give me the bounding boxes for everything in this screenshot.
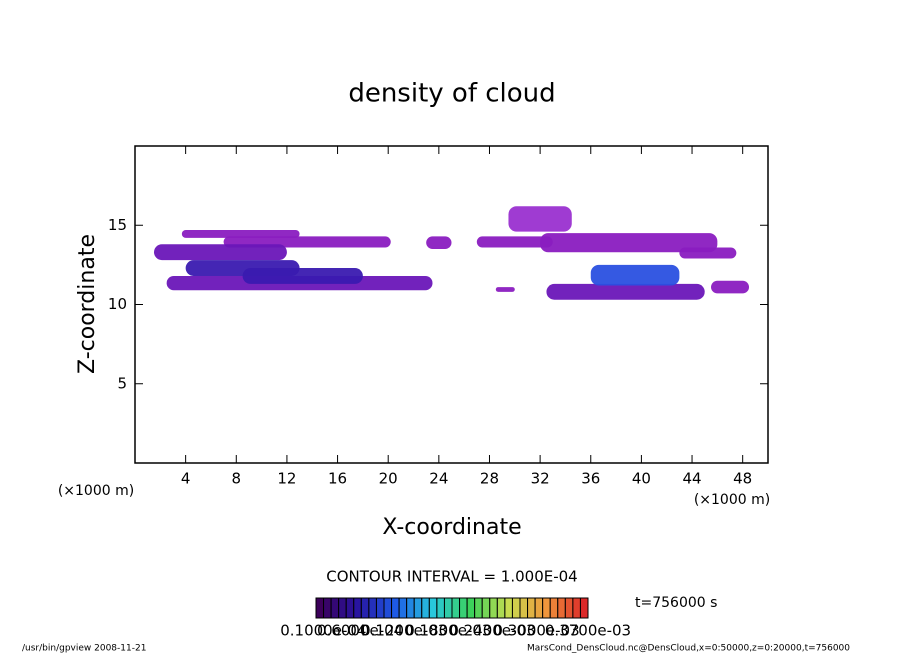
x-axis-label: X-coordinate: [382, 515, 521, 540]
colorbar-cell: [579, 597, 589, 619]
y-tick-label: 15: [108, 216, 127, 234]
colorbar-label: 0.1000e-04: [280, 622, 366, 640]
colorbar-cell: [504, 597, 513, 619]
colorbar-cell: [338, 597, 347, 619]
colorbar-cell: [557, 597, 566, 619]
x-tick-label: 8: [232, 470, 242, 488]
colorbar-cell: [527, 597, 536, 619]
x-tick-label: 48: [733, 470, 752, 488]
colorbar-cell: [549, 597, 559, 619]
colorbar-cell: [474, 597, 483, 619]
colorbar-cell: [406, 597, 415, 619]
footer-right: MarsCond_DensCloud.nc@DensCloud,x=0:5000…: [527, 644, 850, 654]
x-tick-label: 28: [480, 470, 499, 488]
colorbar-cell: [323, 597, 332, 619]
x-tick-label: 24: [429, 470, 448, 488]
colorbar-label: 0.2400e-03: [449, 622, 535, 640]
colorbar-cell: [428, 597, 438, 619]
cloud-region: [495, 287, 515, 292]
cloud-region: [153, 244, 287, 261]
colorbar-cell: [443, 597, 453, 619]
colorbar-label: 0.1200e-03: [361, 622, 447, 640]
x-tick-label: 12: [277, 470, 296, 488]
colorbar-cell: [315, 597, 325, 619]
chart-title: density of cloud: [348, 79, 555, 109]
y-tick-label: 10: [108, 295, 127, 313]
colorbar-cell: [534, 597, 544, 619]
colorbar-label: 0.3000e-03: [493, 622, 579, 640]
colorbar-cell: [489, 597, 498, 619]
footer-left: /usr/bin/gpview 2008-11-21: [22, 644, 146, 654]
colorbar-cell: [353, 597, 362, 619]
cloud-region: [711, 280, 750, 294]
y-axis-label: Z-coordinate: [75, 234, 100, 374]
colorbar-cell: [345, 597, 355, 619]
cloud-region: [181, 230, 300, 238]
colorbar-label: 0.3700e-03: [545, 622, 631, 640]
x-unit-left: (×1000 m): [58, 483, 134, 499]
cloud-region: [540, 233, 718, 253]
x-tick-label: 40: [632, 470, 651, 488]
colorbar-cell: [375, 597, 385, 619]
colorbar-label: 0.6000e-04: [317, 622, 403, 640]
x-tick-label: 16: [328, 470, 347, 488]
colorbar: 0.1000e-040.6000e-040.1200e-030.1800e-03…: [280, 597, 631, 640]
colorbar-cell: [572, 597, 581, 619]
y-tick-label: 5: [117, 374, 127, 392]
colorbar-cell: [451, 597, 461, 619]
colorbar-cell: [368, 597, 377, 619]
cloud-region: [546, 283, 705, 300]
colorbar-cell: [496, 597, 506, 619]
colorbar-label: 0.1800e-03: [405, 622, 491, 640]
contour-interval: CONTOUR INTERVAL = 1.000E-04: [326, 568, 577, 586]
colorbar-cell: [330, 597, 340, 619]
colorbar-cell: [466, 597, 476, 619]
colorbar-cell: [459, 597, 468, 619]
colorbar-cell: [398, 597, 408, 619]
plot-frame: [134, 145, 769, 464]
colorbar-cell: [436, 597, 445, 619]
x-unit-right: (×1000 m): [694, 492, 770, 508]
time-label: t=756000 s: [635, 595, 717, 611]
x-tick-label: 44: [682, 470, 701, 488]
x-tick-label: 36: [581, 470, 600, 488]
colorbar-cell: [360, 597, 370, 619]
cloud-region: [426, 236, 452, 250]
x-tick-label: 4: [181, 470, 191, 488]
colorbar-cell: [481, 597, 491, 619]
colorbar-cell: [413, 597, 423, 619]
cloud-region: [590, 264, 680, 286]
colorbar-cell: [391, 597, 400, 619]
colorbar-cell: [383, 597, 393, 619]
colorbar-cell: [519, 597, 529, 619]
x-tick-label: 20: [379, 470, 398, 488]
x-tick-label: 32: [531, 470, 550, 488]
cloud-region: [476, 236, 553, 248]
colorbar-cell: [564, 597, 574, 619]
cloud-region: [508, 206, 572, 232]
cloud-region: [679, 247, 737, 259]
colorbar-cell: [511, 597, 521, 619]
colorbar-cell: [542, 597, 551, 619]
colorbar-cell: [421, 597, 430, 619]
cloud-region: [242, 268, 363, 284]
